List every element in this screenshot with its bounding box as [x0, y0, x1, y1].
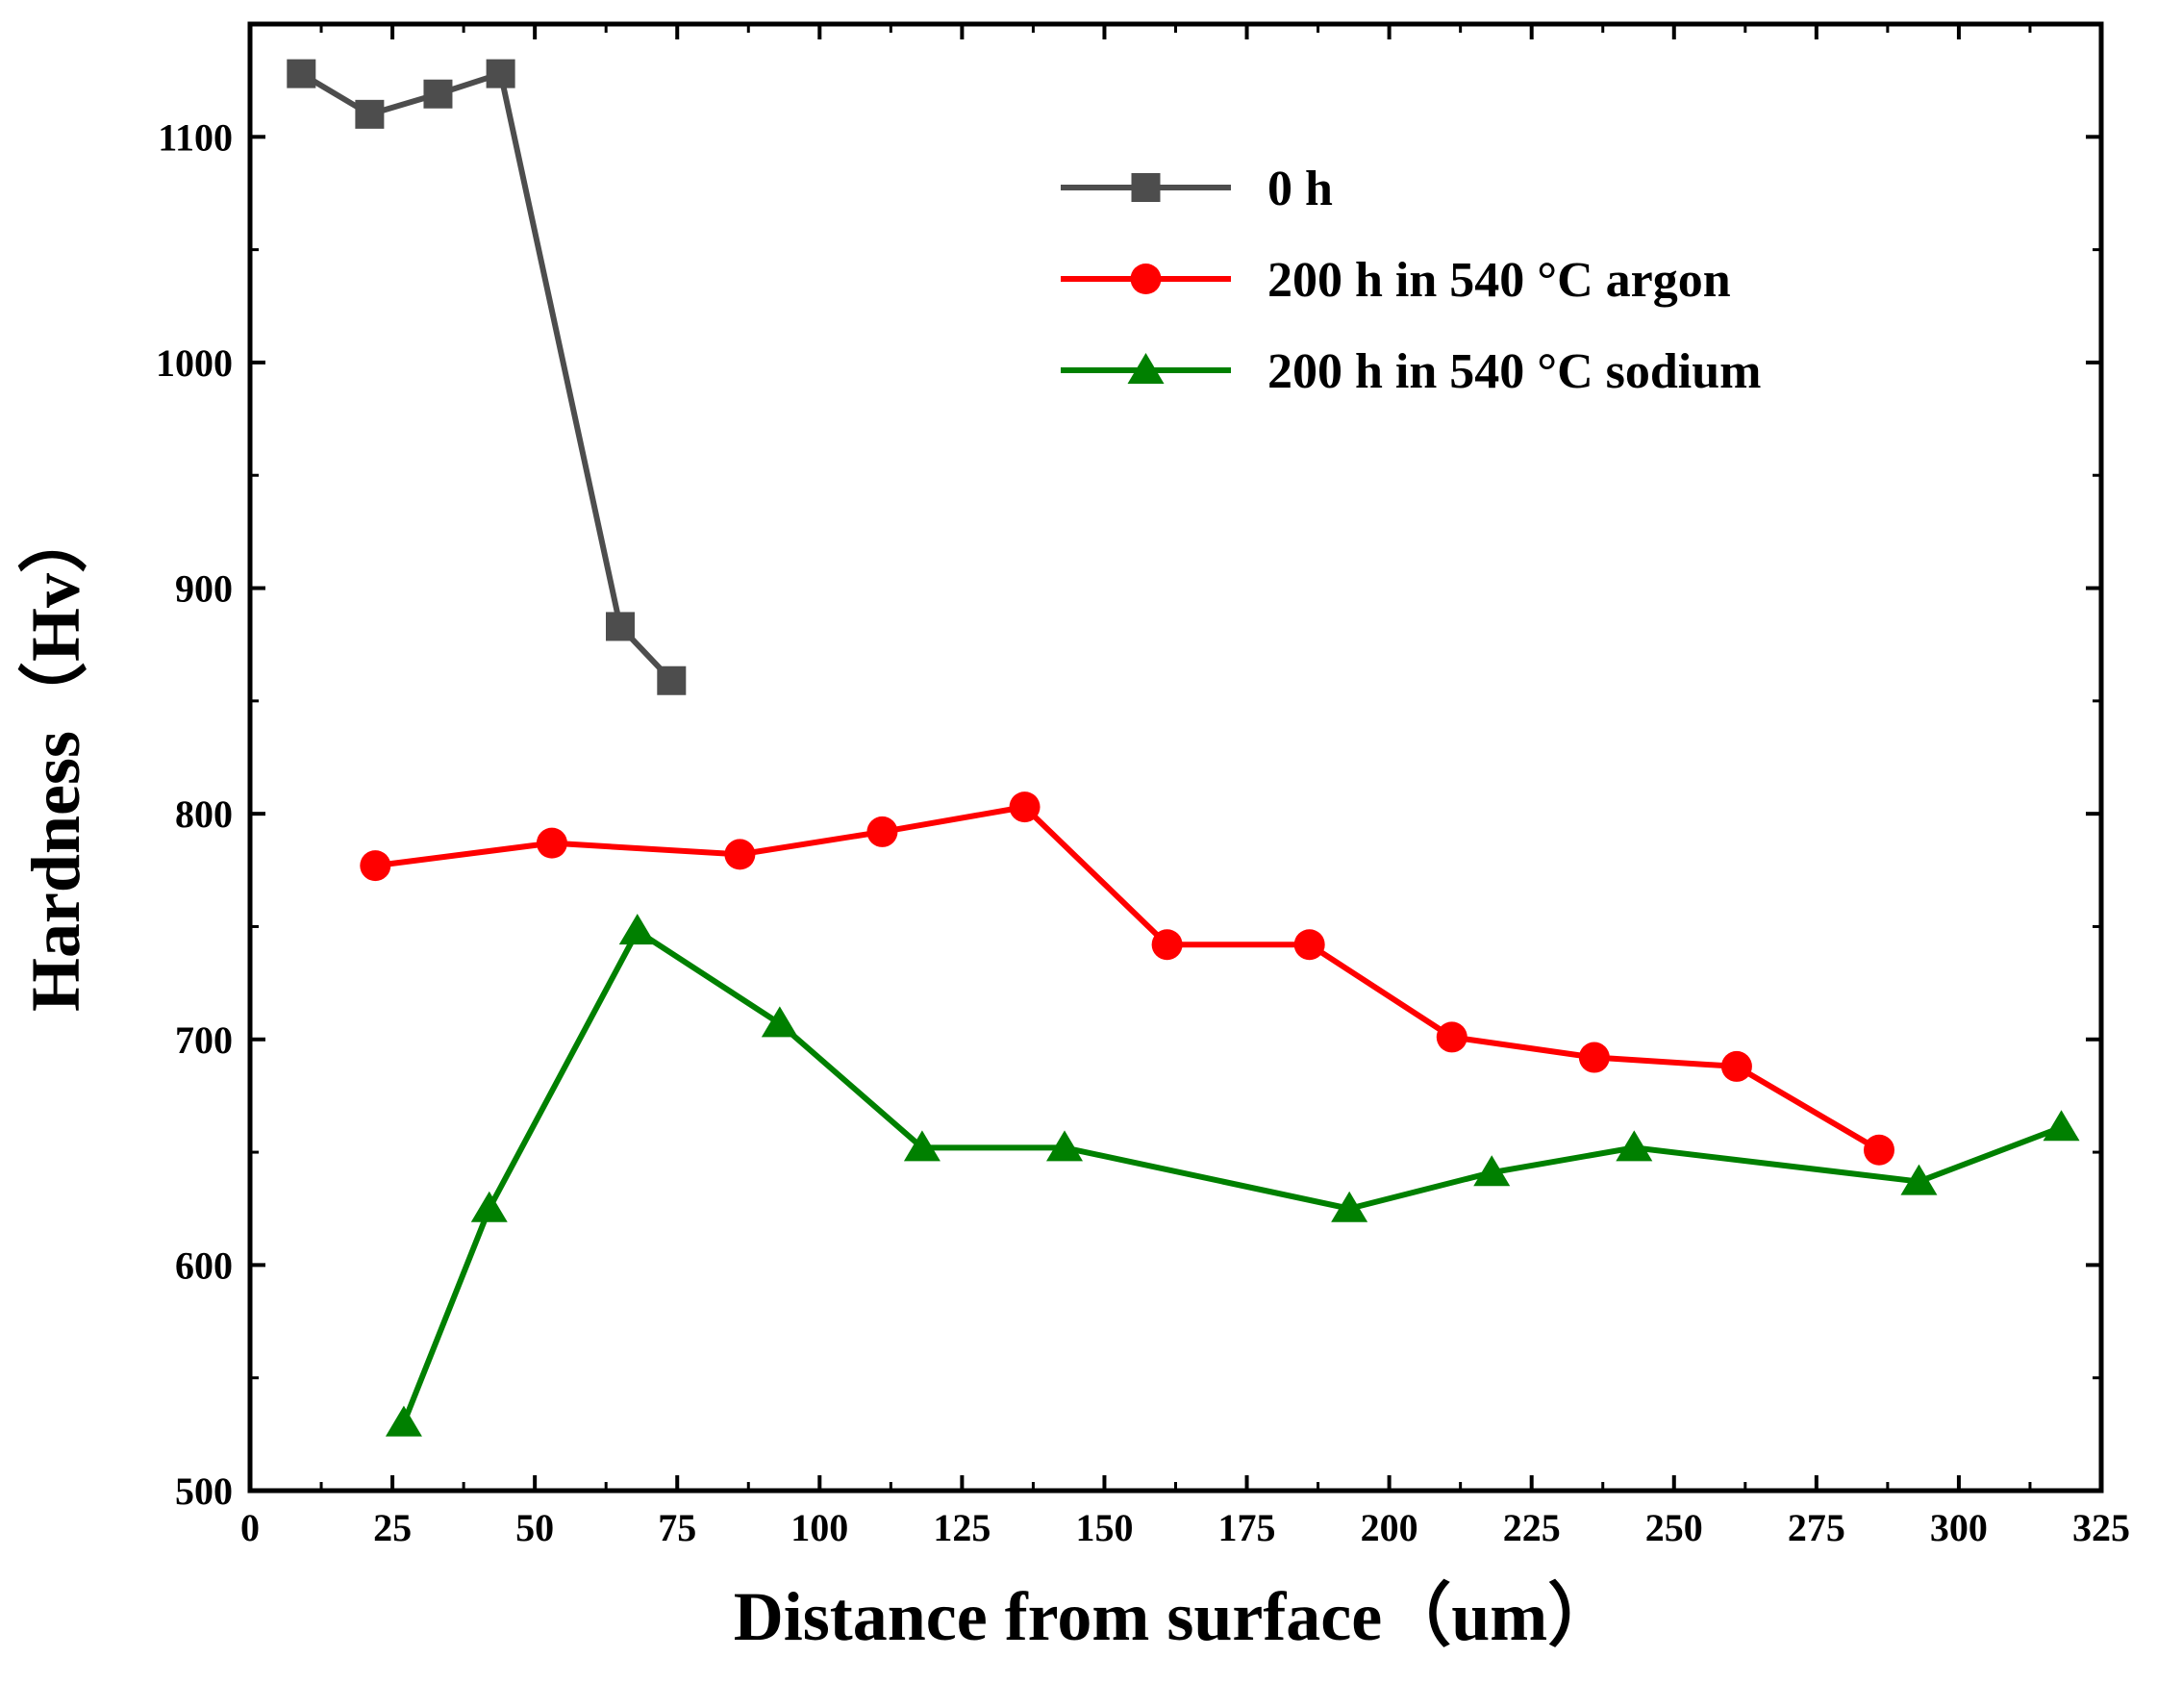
- series-argon-point: [1436, 1021, 1467, 1053]
- series-argon-point: [536, 827, 567, 859]
- x-tick-label-200: 200: [1361, 1506, 1418, 1549]
- series-sodium-point: [903, 1130, 941, 1162]
- y-tick-label-700: 700: [175, 1018, 233, 1062]
- series-0h-point: [657, 666, 687, 695]
- y-tick-label-600: 600: [175, 1243, 233, 1287]
- y-tick-label-1100: 1100: [158, 115, 233, 159]
- y-tick-label-900: 900: [175, 567, 233, 611]
- x-tick-label-50: 50: [515, 1506, 554, 1549]
- series-sodium: [385, 914, 2080, 1437]
- series-argon-point: [866, 816, 898, 847]
- x-tick-label-25: 25: [373, 1506, 412, 1549]
- legend-marker-series-0h: [1131, 173, 1161, 202]
- series-argon-point: [1578, 1042, 1610, 1073]
- series-0h-point: [355, 99, 385, 129]
- series-argon-line: [374, 804, 1881, 1153]
- x-tick-label-250: 250: [1645, 1506, 1703, 1549]
- series-sodium-point: [1473, 1155, 1511, 1187]
- series-0h-point: [486, 59, 515, 88]
- series-sodium-point: [618, 914, 656, 945]
- series-argon-point: [1151, 929, 1183, 961]
- series-argon-point: [724, 839, 756, 870]
- series-0h-point: [423, 79, 453, 109]
- series-sodium-point: [385, 1405, 422, 1437]
- x-tick-label-150: 150: [1075, 1506, 1133, 1549]
- axis-ticks: 0 25 50 75 100 125 150 175 200 225 250 275 300 325 500…: [156, 24, 2130, 1549]
- legend-label-series-argon: 200 h in 540 °C argon: [1267, 253, 1731, 308]
- x-tick-label-175: 175: [1218, 1506, 1276, 1549]
- series-0h: [287, 59, 687, 695]
- series-0h-point: [287, 59, 316, 88]
- x-axis-title: Distance from surface（um）: [734, 1578, 1618, 1655]
- x-tick-label-325: 325: [2072, 1506, 2130, 1549]
- x-tick-label-100: 100: [790, 1506, 848, 1549]
- series-0h-line: [299, 70, 674, 683]
- series-argon-point: [1009, 791, 1041, 823]
- series-sodium-point: [1616, 1130, 1653, 1162]
- x-tick-label-275: 275: [1788, 1506, 1845, 1549]
- series-sodium-point: [1046, 1130, 1083, 1162]
- legend-marker-series-argon: [1130, 264, 1162, 294]
- series-sodium-line: [401, 928, 2063, 1424]
- x-tick-label-125: 125: [933, 1506, 991, 1549]
- y-tick-label-800: 800: [175, 792, 233, 836]
- plot-frame: [247, 21, 2104, 1494]
- series-sodium-point: [2043, 1110, 2080, 1142]
- series-sodium-point: [1331, 1191, 1368, 1222]
- legend-label-series-sodium: 200 h in 540 °C sodium: [1267, 344, 1761, 399]
- series-sodium-point: [1900, 1164, 1938, 1195]
- series-argon-point: [1293, 929, 1325, 961]
- y-tick-label-1000: 1000: [156, 341, 233, 385]
- series-sodium-point: [470, 1191, 508, 1222]
- legend-label-series-0h: 0 h: [1267, 162, 1333, 216]
- series-argon-point: [360, 850, 391, 882]
- legend: 0 h 200 h in 540 °C argon 200 h in 540 °C …: [1061, 162, 1761, 399]
- series-layer: [287, 59, 2080, 1437]
- series-argon-point: [1864, 1134, 1894, 1166]
- series-sodium-point: [761, 1006, 798, 1038]
- series-0h-point: [606, 612, 635, 641]
- x-tick-label-300: 300: [1930, 1506, 1988, 1549]
- x-tick-label-225: 225: [1503, 1506, 1561, 1549]
- x-tick-label-0: 0: [240, 1506, 260, 1549]
- y-axis-title: Hardness（Hv）: [17, 504, 94, 1012]
- x-tick-label-75: 75: [658, 1506, 696, 1549]
- legend-marker-series-sodium: [1127, 353, 1165, 384]
- series-argon-point: [1720, 1050, 1752, 1082]
- series-argon: [360, 791, 1894, 1166]
- y-tick-label-500: 500: [175, 1469, 233, 1513]
